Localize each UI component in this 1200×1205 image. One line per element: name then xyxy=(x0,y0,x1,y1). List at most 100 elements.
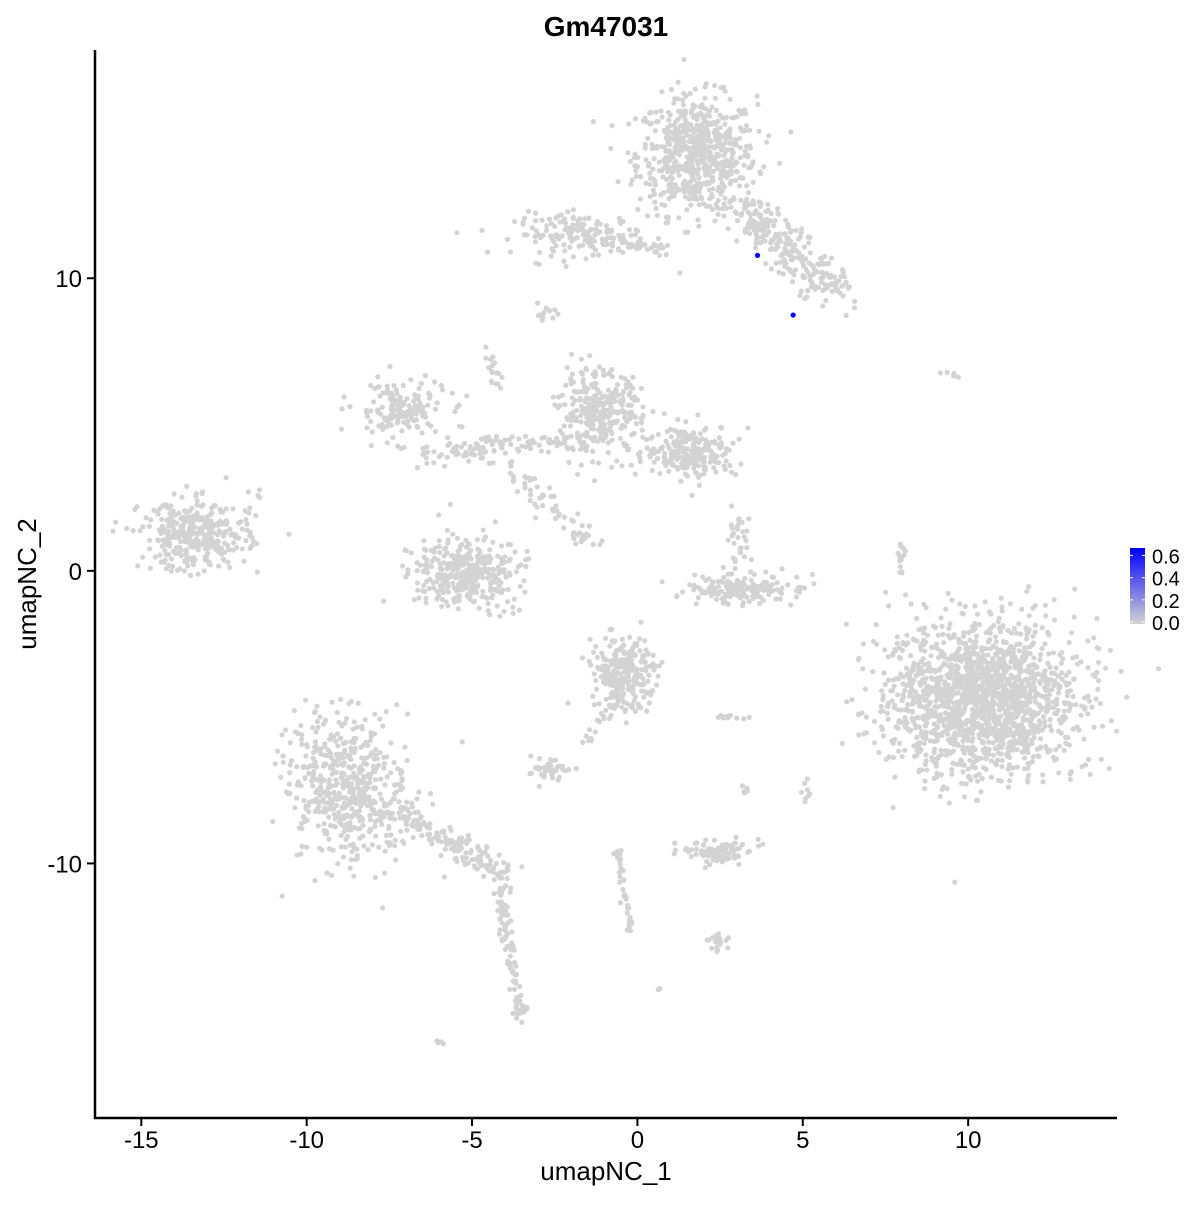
data-point xyxy=(618,645,624,651)
data-point xyxy=(502,437,508,443)
data-point xyxy=(510,610,516,616)
data-point xyxy=(636,636,643,642)
data-point xyxy=(1038,704,1044,711)
data-point xyxy=(714,136,720,142)
data-point xyxy=(444,454,450,460)
data-point xyxy=(501,567,507,573)
data-point xyxy=(475,546,481,552)
data-point xyxy=(1014,641,1020,647)
data-point xyxy=(602,238,609,244)
data-point xyxy=(982,666,989,672)
data-point xyxy=(910,698,917,704)
data-point xyxy=(748,577,754,583)
data-point xyxy=(988,774,995,780)
data-point xyxy=(1006,784,1012,790)
data-point xyxy=(460,569,466,575)
data-point xyxy=(403,414,409,420)
data-point xyxy=(626,227,633,233)
data-point xyxy=(968,644,975,650)
data-point xyxy=(1017,735,1023,741)
data-point xyxy=(747,230,753,237)
data-point xyxy=(423,547,429,553)
data-point xyxy=(287,762,293,768)
data-point xyxy=(226,547,232,553)
data-point xyxy=(720,564,726,571)
data-point xyxy=(579,221,585,227)
data-point xyxy=(339,406,345,412)
data-point xyxy=(739,111,745,117)
data-point xyxy=(993,723,999,729)
data-point xyxy=(482,534,489,540)
data-point xyxy=(384,774,390,780)
data-point xyxy=(555,405,561,411)
data-point xyxy=(577,397,583,403)
data-point xyxy=(474,553,480,560)
data-point xyxy=(491,360,498,366)
data-point xyxy=(1085,693,1091,699)
data-point xyxy=(916,767,923,773)
data-point xyxy=(968,777,974,783)
data-point xyxy=(157,552,163,558)
data-point xyxy=(403,548,409,554)
data-point xyxy=(912,661,918,668)
data-point xyxy=(996,719,1002,726)
data-point xyxy=(1022,710,1028,716)
data-point xyxy=(743,123,750,129)
data-point xyxy=(1009,658,1015,664)
data-point xyxy=(659,659,665,665)
data-point xyxy=(602,635,609,642)
data-point xyxy=(758,594,764,600)
data-point xyxy=(190,559,196,565)
data-point xyxy=(994,734,1001,741)
data-point xyxy=(622,424,628,430)
data-point xyxy=(844,699,850,705)
data-point xyxy=(1050,650,1056,656)
data-point xyxy=(183,552,189,558)
data-point xyxy=(810,264,816,270)
data-point xyxy=(611,657,617,663)
data-point xyxy=(954,709,960,715)
data-point xyxy=(349,806,355,812)
data-point xyxy=(684,473,691,479)
data-point xyxy=(1073,654,1079,660)
data-point xyxy=(1045,660,1051,667)
data-point xyxy=(371,399,377,405)
data-point xyxy=(738,461,744,467)
data-point xyxy=(733,582,739,588)
data-point xyxy=(654,143,660,150)
data-point xyxy=(487,587,494,594)
data-point xyxy=(450,567,456,573)
data-point xyxy=(949,597,955,603)
data-point xyxy=(683,431,689,437)
data-point xyxy=(523,475,529,481)
data-point xyxy=(516,436,522,442)
data-point xyxy=(441,553,447,559)
data-point xyxy=(701,459,708,465)
data-point xyxy=(424,460,430,466)
data-point xyxy=(738,197,744,203)
data-point xyxy=(740,603,746,609)
data-point xyxy=(714,596,720,602)
data-point xyxy=(645,651,651,657)
data-point xyxy=(735,577,741,584)
data-point xyxy=(239,546,245,552)
data-point xyxy=(480,588,486,595)
data-point xyxy=(642,141,648,147)
data-point xyxy=(607,682,614,688)
data-point xyxy=(432,545,439,551)
data-point xyxy=(788,602,794,608)
data-point xyxy=(1029,642,1035,648)
data-point xyxy=(882,647,888,653)
data-point xyxy=(1042,668,1048,674)
data-point xyxy=(573,417,579,423)
data-point xyxy=(516,607,523,613)
data-point xyxy=(698,152,704,158)
data-point xyxy=(603,223,610,229)
data-point xyxy=(1018,631,1024,637)
data-point xyxy=(732,159,738,165)
data-point xyxy=(728,503,735,509)
data-point xyxy=(691,177,697,183)
data-point xyxy=(427,576,433,582)
data-point xyxy=(592,374,598,380)
